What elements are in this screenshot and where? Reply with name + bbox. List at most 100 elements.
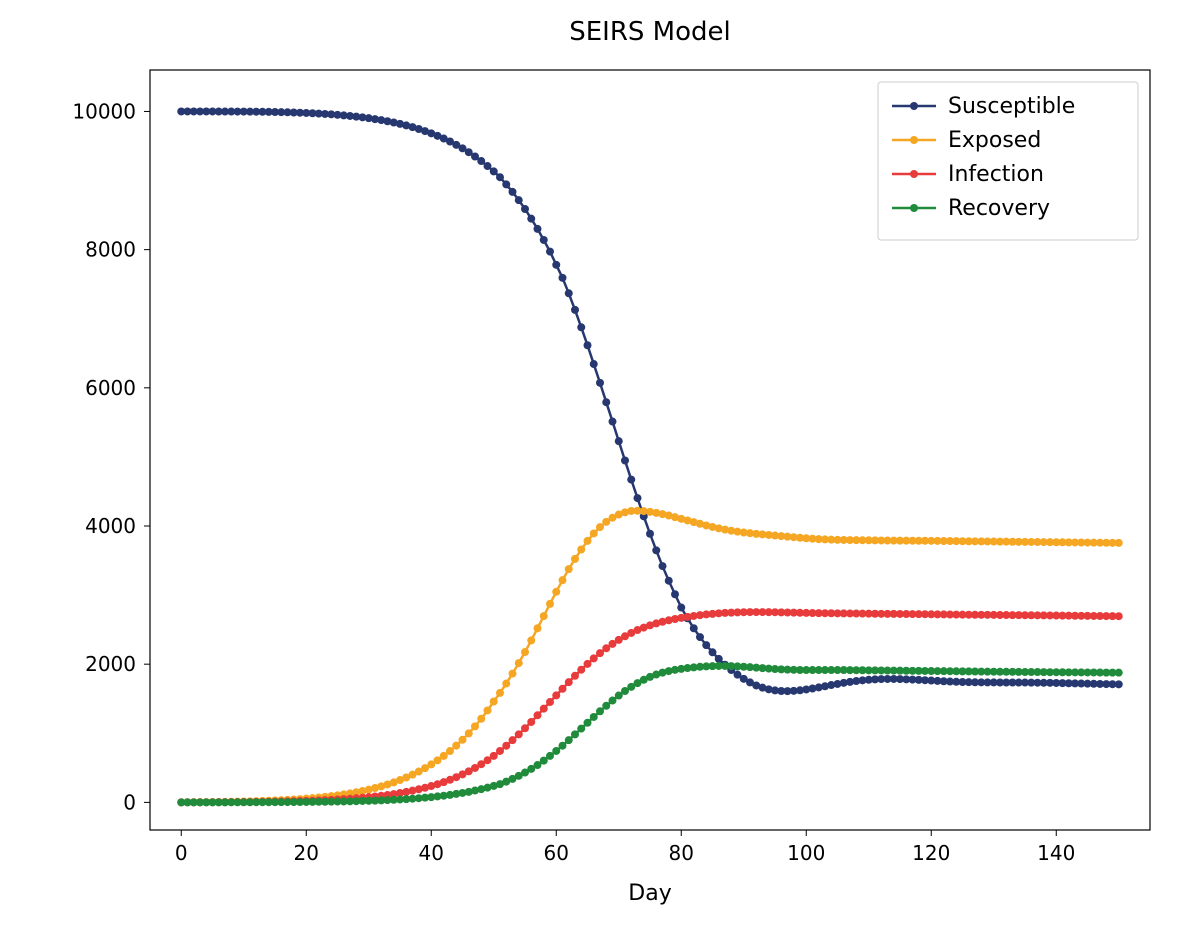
series-marker [1115, 680, 1123, 688]
series-marker [702, 641, 710, 649]
series-marker [596, 649, 604, 657]
x-tick-label: 120 [912, 841, 950, 865]
series-marker [671, 590, 679, 598]
x-tick-label: 140 [1037, 841, 1075, 865]
series-marker [496, 689, 504, 697]
legend-marker [910, 170, 918, 178]
series-marker [559, 274, 567, 282]
series-marker [621, 457, 629, 465]
series-marker [509, 188, 517, 196]
series-marker [515, 730, 523, 738]
series-marker [534, 711, 542, 719]
series-marker [590, 713, 598, 721]
series-marker [577, 545, 585, 553]
series-marker [440, 752, 448, 760]
series-marker [609, 697, 617, 705]
series-marker [565, 565, 573, 573]
series-marker [559, 576, 567, 584]
series-marker [515, 659, 523, 667]
series-marker [509, 736, 517, 744]
series-marker [546, 752, 554, 760]
series-marker [565, 289, 573, 297]
legend-label: Infection [948, 162, 1044, 187]
series-marker [677, 604, 685, 612]
legend-marker [910, 136, 918, 144]
series-marker [584, 719, 592, 727]
series-marker [602, 398, 610, 406]
series-marker [521, 724, 529, 732]
seirs-chart: SEIRS Model020406080100120140Day02000400… [0, 0, 1200, 927]
series-marker [665, 577, 673, 585]
series-marker [609, 418, 617, 426]
series-marker [534, 624, 542, 632]
series-marker [490, 697, 498, 705]
series-marker [590, 654, 598, 662]
series-marker [540, 612, 548, 620]
series-marker [709, 648, 717, 656]
series-marker [490, 167, 498, 175]
chart-container: SEIRS Model020406080100120140Day02000400… [0, 0, 1200, 927]
series-marker [634, 494, 642, 502]
series-marker [565, 678, 573, 686]
legend-marker [910, 102, 918, 110]
series-marker [559, 685, 567, 693]
x-tick-label: 20 [294, 841, 319, 865]
series-marker [590, 360, 598, 368]
x-tick-label: 0 [175, 841, 188, 865]
series-marker [446, 747, 454, 755]
series-marker [527, 636, 535, 644]
series-marker [577, 725, 585, 733]
series-marker [571, 672, 579, 680]
series-marker [496, 173, 504, 181]
series-marker [1115, 612, 1123, 620]
series-marker [646, 530, 654, 538]
x-tick-label: 40 [419, 841, 444, 865]
series-marker [552, 588, 560, 596]
series-marker [715, 655, 723, 663]
series-marker [690, 624, 698, 632]
series-marker [577, 323, 585, 331]
series-marker [1115, 669, 1123, 677]
y-tick-label: 6000 [85, 376, 136, 400]
series-marker [502, 680, 510, 688]
series-marker [534, 225, 542, 233]
legend-label: Recovery [948, 196, 1050, 221]
series-marker [527, 215, 535, 223]
series-marker [546, 698, 554, 706]
series-marker [502, 742, 510, 750]
y-tick-label: 4000 [85, 514, 136, 538]
series-marker [584, 341, 592, 349]
series-marker [509, 670, 517, 678]
series-marker [696, 633, 704, 641]
series-marker [465, 729, 473, 737]
series-marker [552, 261, 560, 269]
legend-marker [910, 204, 918, 212]
chart-title: SEIRS Model [569, 17, 731, 47]
x-axis-label: Day [628, 881, 671, 906]
series-marker [490, 752, 498, 760]
series-marker [615, 437, 623, 445]
series-marker [596, 379, 604, 387]
x-tick-label: 60 [544, 841, 569, 865]
series-marker [452, 742, 460, 750]
series-marker [521, 205, 529, 213]
y-tick-label: 0 [123, 790, 136, 814]
series-marker [590, 529, 598, 537]
legend-label: Exposed [948, 128, 1041, 153]
legend-label: Susceptible [948, 94, 1075, 119]
series-marker [602, 702, 610, 710]
series-marker [527, 718, 535, 726]
series-marker [584, 537, 592, 545]
series-marker [571, 306, 579, 314]
series-marker [484, 162, 492, 170]
series-marker [502, 180, 510, 188]
series-marker [540, 705, 548, 713]
series-marker [596, 523, 604, 531]
series-marker [515, 196, 523, 204]
series-marker [546, 248, 554, 256]
series-marker [565, 736, 573, 744]
series-marker [546, 600, 554, 608]
series-marker [559, 742, 567, 750]
series-marker [484, 706, 492, 714]
series-marker [496, 747, 504, 755]
